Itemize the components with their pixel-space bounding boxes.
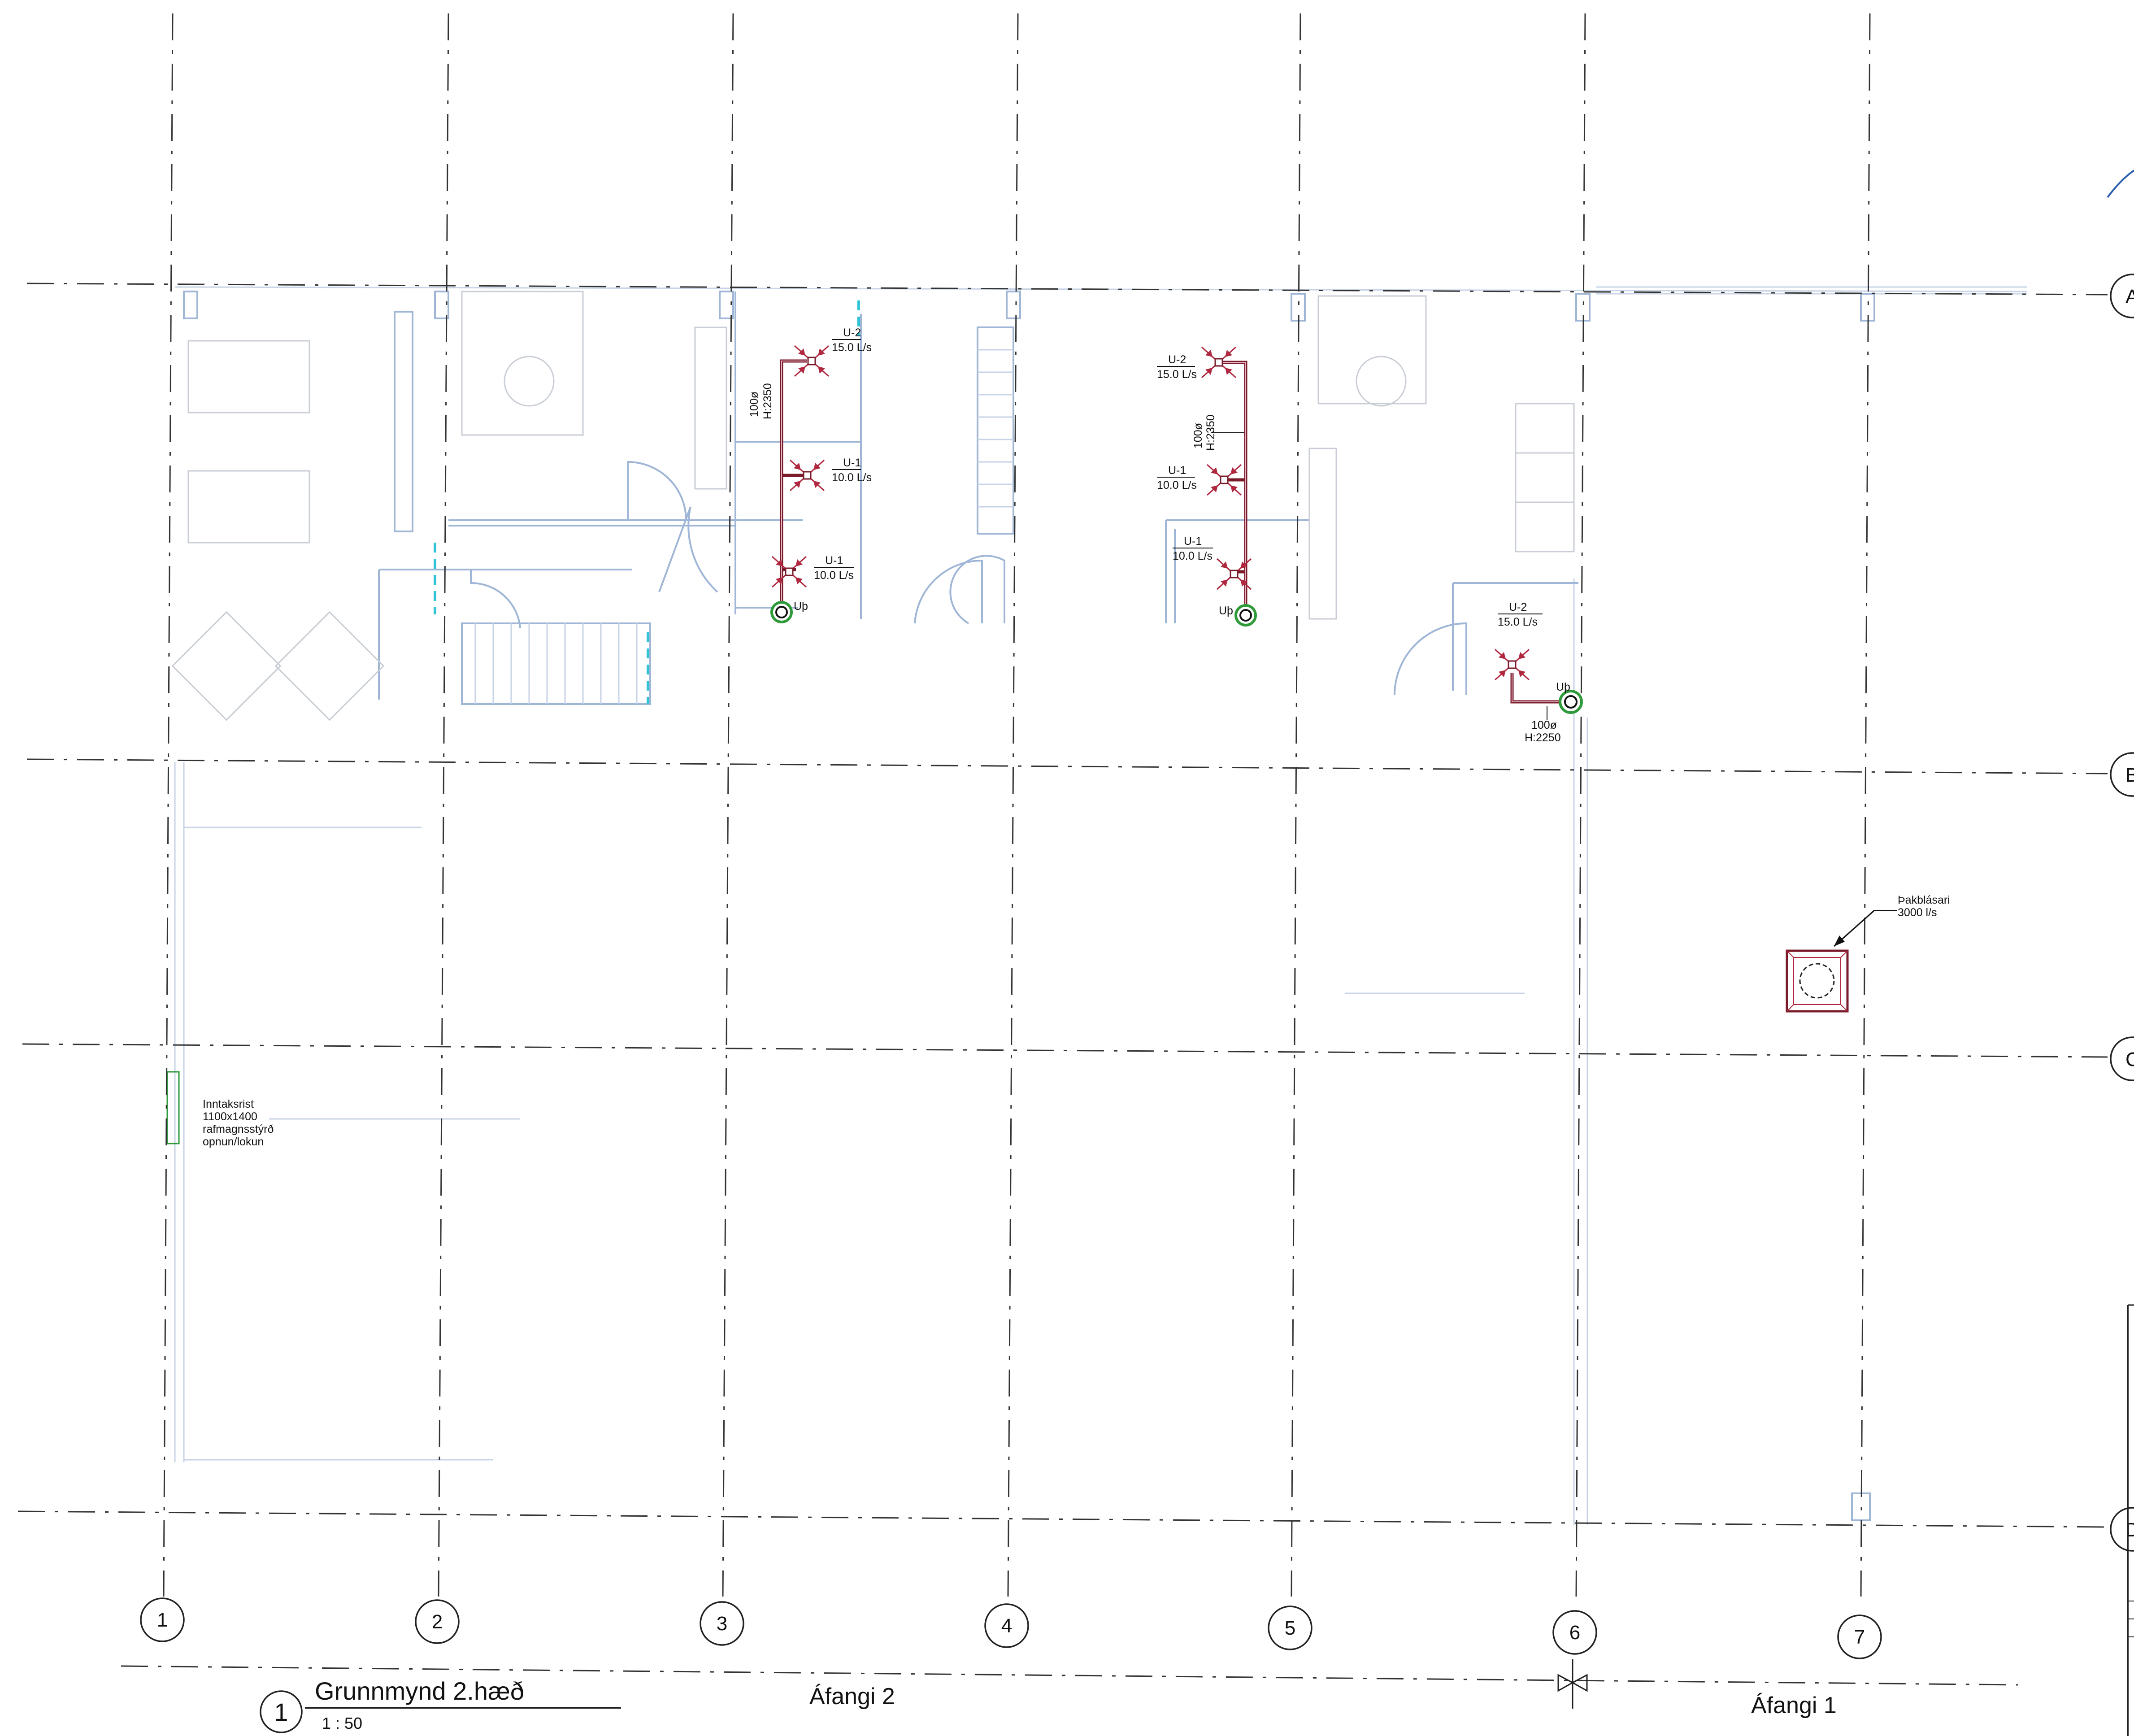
grid-label-col-1: 1 xyxy=(157,1609,168,1631)
label-duct-c-size: 100ø xyxy=(1531,719,1557,731)
duct-system-a: U-2 15.0 L/s U-1 10.0 L/s U-1 10.0 L/s 1… xyxy=(748,326,872,623)
grid-bubble-row-b xyxy=(2110,752,2134,797)
grid-label-col-3: 3 xyxy=(717,1613,727,1635)
architectural-background xyxy=(166,286,2027,1525)
view-title: Grunnmynd 2.hæð xyxy=(315,1677,524,1705)
label-up-c: Uþ xyxy=(1556,681,1570,693)
riser-c-icon xyxy=(1559,690,1583,714)
label-intake-3: rafmagnsstýrð xyxy=(203,1123,274,1136)
grid-bubble-row-c xyxy=(2110,1036,2134,1081)
label-u1-b: U-1 xyxy=(825,554,843,567)
label-u1-d: U-1 xyxy=(1184,535,1202,548)
label-duct-b-height: H:2350 xyxy=(1204,414,1217,451)
grid-bubble-row-a xyxy=(2110,274,2134,318)
label-u1-b-flow: 10.0 L/s xyxy=(814,569,854,582)
grid-label-row-a: A xyxy=(2125,286,2134,308)
grid-label-row-c: C xyxy=(2125,1049,2134,1070)
grid-bubble-col-7 xyxy=(1837,1614,1882,1659)
grid-bubble-col-4 xyxy=(984,1603,1029,1648)
view-number-bubble xyxy=(260,1690,303,1733)
label-intake-4: opnun/lokun xyxy=(203,1136,264,1148)
label-intake-2: 1100x1400 xyxy=(203,1110,257,1123)
stair-left xyxy=(461,622,651,705)
grid-bubble-col-3 xyxy=(700,1601,744,1646)
label-u2-a-flow: 15.0 L/s xyxy=(832,341,872,354)
riser-b-icon xyxy=(1234,604,1257,627)
roof-fan: Þakblásari 3000 l/s xyxy=(1786,894,1950,1013)
riser-a-icon xyxy=(770,601,793,623)
phase-break-icon xyxy=(1557,1659,1588,1709)
label-u1-c: U-1 xyxy=(1168,464,1186,477)
label-duct-c-height: H:2250 xyxy=(1525,731,1561,744)
label-duct-a-size: 100ø xyxy=(748,392,761,417)
grid-label-row-d: D xyxy=(2125,1519,2134,1541)
label-u1-c-flow: 10.0 L/s xyxy=(1157,479,1197,492)
label-up-b: Uþ xyxy=(1219,605,1233,617)
label-fan-flow: 3000 l/s xyxy=(1898,906,1937,919)
label-intake-1: Inntaksrist xyxy=(203,1098,254,1110)
label-u2-c-flow: 15.0 L/s xyxy=(1157,368,1197,381)
label-u1-d-flow: 10.0 L/s xyxy=(1173,550,1213,562)
grid-label-col-5: 5 xyxy=(1285,1617,1295,1639)
phase-right: Áfangi 1 xyxy=(1751,1692,1837,1719)
grid-label-row-b: B xyxy=(2125,764,2134,786)
grid-bubble-col-6 xyxy=(1552,1610,1597,1655)
label-u2-e-flow: 15.0 L/s xyxy=(1498,616,1538,628)
diffuser-u1-b-icon xyxy=(771,556,807,588)
grid-label-col-2: 2 xyxy=(432,1611,443,1633)
label-duct-b-size: 100ø xyxy=(1192,423,1204,448)
grid-bubble-col-1 xyxy=(140,1597,185,1642)
label-u1-a: U-1 xyxy=(843,457,861,469)
grid-bubble-col-2 xyxy=(415,1599,460,1644)
intake-note: Inntaksrist 1100x1400 rafmagnsstýrð opnu… xyxy=(203,1098,274,1148)
label-u1-a-flow: 10.0 L/s xyxy=(832,471,872,484)
phase-left: Áfangi 2 xyxy=(809,1684,895,1710)
label-u2-e: U-2 xyxy=(1509,601,1527,613)
title-block: 1 Grunnmynd 2.hæð 1 : 50 Áfangi 2 Áfangi… xyxy=(260,1659,1837,1733)
grid-label-col-6: 6 xyxy=(1569,1622,1580,1644)
sheet-frame-edge xyxy=(2107,170,2134,1736)
duct-system-c: U-2 15.0 L/s Uþ 100ø H:2250 xyxy=(1494,601,1583,744)
view-scale: 1 : 50 xyxy=(322,1714,362,1732)
roof-fan-icon xyxy=(1786,949,1849,1013)
label-fan-name: Þakblásari xyxy=(1898,894,1950,906)
grid-label-col-4: 4 xyxy=(1001,1615,1012,1637)
label-up-a: Uþ xyxy=(794,600,808,613)
label-u2-c: U-2 xyxy=(1168,353,1186,366)
grid-bubble-col-5 xyxy=(1268,1605,1313,1650)
view-number: 1 xyxy=(274,1698,288,1726)
label-u2-a: U-2 xyxy=(843,326,861,339)
stair-middle xyxy=(977,326,1014,535)
structural-grid: 1 2 3 4 5 6 7 A B C D xyxy=(17,13,2134,1686)
label-duct-a-height: H:2350 xyxy=(761,383,774,419)
duct-system-b: U-2 15.0 L/s U-1 10.0 L/s U-1 10.0 L/s 1… xyxy=(1157,346,1257,627)
grid-label-col-7: 7 xyxy=(1854,1626,1865,1648)
